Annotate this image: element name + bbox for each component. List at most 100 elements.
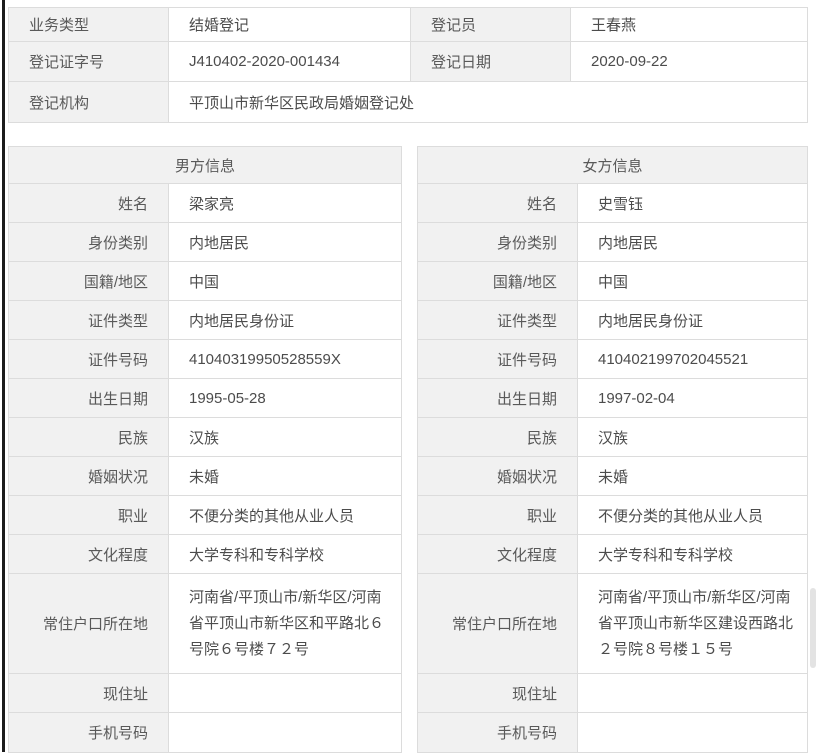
field-row-ethnicity: 民族 汉族 xyxy=(418,418,807,457)
field-row-birth-date: 出生日期 1997-02-04 xyxy=(418,379,807,418)
field-label-cell: 国籍/地区 xyxy=(418,262,578,300)
business-type-value: 结婚登记 xyxy=(189,17,250,34)
female-info-rows: 姓名 史雪钰 身份类别 内地居民 国籍/地区 中国 证件类型 内地居民身份证 证… xyxy=(418,184,807,752)
field-value-cell: 内地居民 xyxy=(578,223,807,261)
field-value: 内地居民身份证 xyxy=(598,312,704,330)
field-label-cell: 姓名 xyxy=(9,184,169,222)
field-label: 证件类型 xyxy=(496,312,557,330)
field-value: 大学专科和专科学校 xyxy=(189,546,325,564)
field-value: 内地居民 xyxy=(189,234,250,252)
field-row-identity-category: 身份类别 内地居民 xyxy=(9,223,401,262)
registrar-label: 登记员 xyxy=(431,17,477,34)
field-value: 河南省/平顶山市/新华区/河南省平顶山市新华区和平路北６号院６号楼７２号 xyxy=(189,588,385,658)
registrar-label-cell: 登记员 xyxy=(411,8,571,41)
field-value: 大学专科和专科学校 xyxy=(598,546,734,564)
field-label: 国籍/地区 xyxy=(492,273,557,291)
field-row-education-level: 文化程度 大学专科和专科学校 xyxy=(418,535,807,574)
field-value-cell xyxy=(578,674,807,712)
field-label: 手机号码 xyxy=(496,725,557,742)
field-row-identity-category: 身份类别 内地居民 xyxy=(418,223,807,262)
field-label-cell: 婚姻状况 xyxy=(418,457,578,495)
reg-date-label: 登记日期 xyxy=(431,54,492,71)
field-value: 汉族 xyxy=(598,429,629,447)
agency-label: 登记机构 xyxy=(29,94,90,112)
field-row-name: 姓名 梁家亮 xyxy=(9,184,401,223)
field-label: 现住址 xyxy=(511,685,557,703)
registrar-value-cell: 王春燕 xyxy=(571,8,807,41)
field-value-cell xyxy=(169,713,401,752)
field-value: 史雪钰 xyxy=(598,195,644,213)
field-row-education-level: 文化程度 大学专科和专科学校 xyxy=(9,535,401,574)
field-value-cell: 汉族 xyxy=(578,418,807,456)
field-value: 汉族 xyxy=(189,429,220,447)
field-label-cell: 手机号码 xyxy=(9,713,169,752)
field-value-cell: 河南省/平顶山市/新华区/河南省平顶山市新华区建设西路北２号院８号楼１５号 xyxy=(578,574,807,673)
male-info-title: 男方信息 xyxy=(174,157,235,175)
field-label-cell: 证件号码 xyxy=(9,340,169,378)
field-row-birth-date: 出生日期 1995-05-28 xyxy=(9,379,401,418)
field-row-occupation: 职业 不便分类的其他从业人员 xyxy=(9,496,401,535)
field-value: 未婚 xyxy=(598,468,629,486)
cert-no-value-cell: J410402-2020-001434 xyxy=(169,42,411,81)
field-value: 不便分类的其他从业人员 xyxy=(189,507,355,525)
field-label-cell: 文化程度 xyxy=(418,535,578,573)
field-label: 民族 xyxy=(526,429,557,447)
field-label: 出生日期 xyxy=(496,390,557,408)
field-value-cell: 内地居民身份证 xyxy=(169,301,401,339)
field-label-cell: 常住户口所在地 xyxy=(418,574,578,673)
field-label-cell: 婚姻状况 xyxy=(9,457,169,495)
field-value-cell: 梁家亮 xyxy=(169,184,401,222)
field-value: 41040319950528559X xyxy=(189,350,341,368)
field-row-current-address: 现住址 xyxy=(418,674,807,713)
field-label-cell: 身份类别 xyxy=(9,223,169,261)
cert-no-label-cell: 登记证字号 xyxy=(9,42,169,81)
field-label-cell: 出生日期 xyxy=(9,379,169,417)
field-row-nationality-region: 国籍/地区 中国 xyxy=(418,262,807,301)
field-label-cell: 民族 xyxy=(9,418,169,456)
female-info-title: 女方信息 xyxy=(582,157,643,175)
agency-value-cell: 平顶山市新华区民政局婚姻登记处 xyxy=(169,82,807,122)
scrollbar-thumb[interactable] xyxy=(810,588,816,668)
registration-summary-table: 业务类型 结婚登记 登记员 王春燕 登记证字号 J410402-2020-001… xyxy=(8,7,808,123)
field-value-cell: 不便分类的其他从业人员 xyxy=(578,496,807,534)
field-row-household-registration-address: 常住户口所在地 河南省/平顶山市/新华区/河南省平顶山市新华区和平路北６号院６号… xyxy=(9,574,401,674)
field-row-id-number: 证件号码 41040319950528559X xyxy=(9,340,401,379)
reg-date-label-cell: 登记日期 xyxy=(411,42,571,81)
field-row-id-number: 证件号码 410402199702045521 xyxy=(418,340,807,379)
field-value-cell: 内地居民 xyxy=(169,223,401,261)
male-info-rows: 姓名 梁家亮 身份类别 内地居民 国籍/地区 中国 证件类型 内地居民身份证 证… xyxy=(9,184,401,752)
field-value-cell: 汉族 xyxy=(169,418,401,456)
field-label-cell: 手机号码 xyxy=(418,713,578,752)
field-label: 婚姻状况 xyxy=(496,468,557,486)
field-value-cell: 不便分类的其他从业人员 xyxy=(169,496,401,534)
field-row-mobile-number: 手机号码 xyxy=(418,713,807,752)
field-label-cell: 现住址 xyxy=(9,674,169,712)
field-row-marital-status: 婚姻状况 未婚 xyxy=(9,457,401,496)
field-row-household-registration-address: 常住户口所在地 河南省/平顶山市/新华区/河南省平顶山市新华区建设西路北２号院８… xyxy=(418,574,807,674)
reg-date-value-cell: 2020-09-22 xyxy=(571,42,807,81)
field-label: 职业 xyxy=(117,507,148,525)
field-value-cell xyxy=(169,674,401,712)
reg-date-value: 2020-09-22 xyxy=(591,53,668,70)
cert-no-value: J410402-2020-001434 xyxy=(189,53,340,70)
field-label: 现住址 xyxy=(102,685,148,703)
field-label: 职业 xyxy=(526,507,557,525)
female-info-table: 女方信息 姓名 史雪钰 身份类别 内地居民 国籍/地区 中国 证件类型 内地居民… xyxy=(417,146,808,753)
field-value-cell: 中国 xyxy=(169,262,401,300)
field-row-name: 姓名 史雪钰 xyxy=(418,184,807,223)
field-label-cell: 职业 xyxy=(418,496,578,534)
field-label: 证件号码 xyxy=(496,351,557,369)
field-label: 身份类别 xyxy=(496,234,557,252)
registrar-value: 王春燕 xyxy=(591,17,637,34)
field-value-cell: 河南省/平顶山市/新华区/河南省平顶山市新华区和平路北６号院６号楼７２号 xyxy=(169,574,401,673)
cert-no-label: 登记证字号 xyxy=(29,54,105,71)
field-value: 410402199702045521 xyxy=(598,350,749,368)
field-row-mobile-number: 手机号码 xyxy=(9,713,401,752)
field-label: 民族 xyxy=(117,429,148,447)
field-label: 出生日期 xyxy=(87,390,148,408)
field-value-cell: 大学专科和专科学校 xyxy=(578,535,807,573)
field-value: 1995-05-28 xyxy=(189,389,266,407)
field-label-cell: 证件类型 xyxy=(9,301,169,339)
field-label: 常住户口所在地 xyxy=(451,616,557,633)
field-label-cell: 职业 xyxy=(9,496,169,534)
